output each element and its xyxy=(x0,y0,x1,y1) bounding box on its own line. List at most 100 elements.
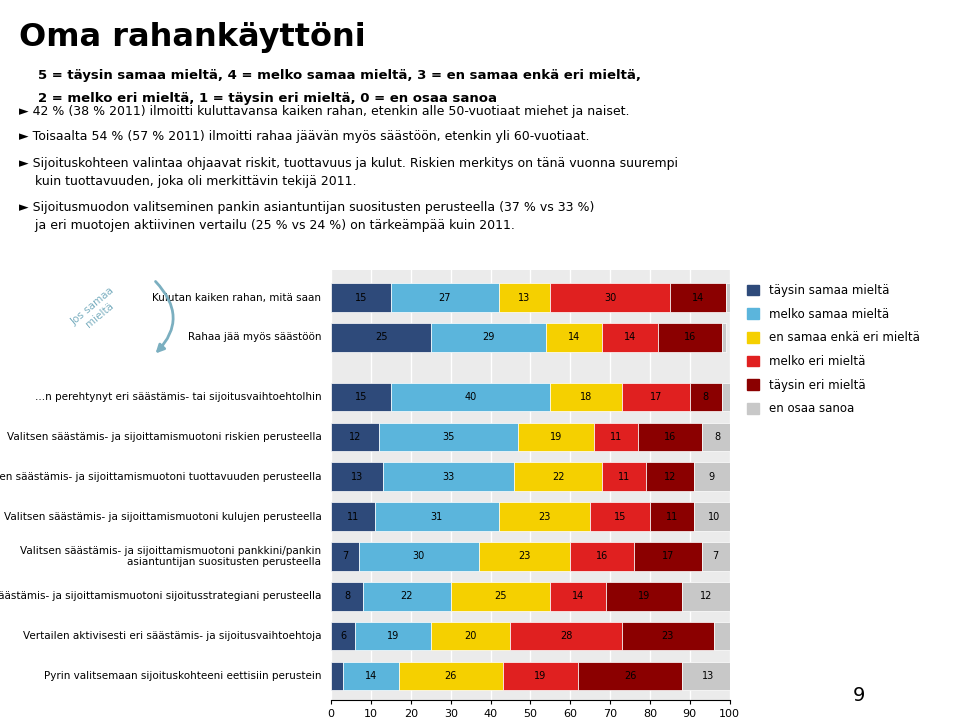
Text: Valitsen säästämis- ja sijoittamismuotoni kulujen perusteella: Valitsen säästämis- ja sijoittamismuoton… xyxy=(4,512,322,521)
Bar xyxy=(682,662,733,690)
Bar xyxy=(634,542,702,571)
Text: 28: 28 xyxy=(560,631,572,641)
Text: 14: 14 xyxy=(624,333,636,343)
Bar xyxy=(431,323,546,351)
Text: Valitsen säästämis- ja sijoittamismuotoni riskien perusteella: Valitsen säästämis- ja sijoittamismuoton… xyxy=(7,432,322,442)
Bar xyxy=(638,423,702,451)
Text: 19: 19 xyxy=(387,631,399,641)
Text: 8: 8 xyxy=(714,432,721,442)
Text: 11: 11 xyxy=(618,472,630,482)
Bar xyxy=(658,323,722,351)
Text: 31: 31 xyxy=(431,512,443,521)
Bar xyxy=(713,622,730,651)
Bar xyxy=(431,622,511,651)
Text: 15: 15 xyxy=(355,293,368,302)
Text: 13: 13 xyxy=(351,472,363,482)
Text: 19: 19 xyxy=(550,432,563,442)
Text: 40: 40 xyxy=(465,392,477,402)
Text: Valitsen säästämis- ja sijoittamismuotoni pankkini/pankin
asiantuntijan suositus: Valitsen säästämis- ja sijoittamismuoton… xyxy=(20,546,322,568)
Text: 26: 26 xyxy=(444,671,457,681)
Text: Oma rahankäyttöni: Oma rahankäyttöni xyxy=(19,22,366,53)
Text: 30: 30 xyxy=(604,293,616,302)
Text: 7: 7 xyxy=(712,552,719,562)
Bar xyxy=(622,382,689,411)
Text: 13: 13 xyxy=(702,671,714,681)
Text: Pyrin valitsemaan sijoituskohteeni eettisiin perustein: Pyrin valitsemaan sijoituskohteeni eetti… xyxy=(44,671,322,681)
Text: 16: 16 xyxy=(596,552,609,562)
Text: 14: 14 xyxy=(568,333,581,343)
Bar xyxy=(498,283,550,312)
Bar xyxy=(594,423,638,451)
Text: Vertailen aktivisesti eri säästämis- ja sijoitusvaihtoehtoja: Vertailen aktivisesti eri säästämis- ja … xyxy=(23,631,322,641)
Bar xyxy=(702,542,730,571)
Text: 11: 11 xyxy=(347,512,359,521)
Text: Kulutan kaiken rahan, mitä saan: Kulutan kaiken rahan, mitä saan xyxy=(153,293,322,302)
Bar xyxy=(399,662,502,690)
Bar xyxy=(670,283,726,312)
Text: 8: 8 xyxy=(344,591,350,602)
Text: ► Toisaalta 54 % (57 % 2011) ilmoitti rahaa jäävän myös säästöön, etenkin yli 60: ► Toisaalta 54 % (57 % 2011) ilmoitti ra… xyxy=(19,130,589,143)
Bar xyxy=(343,662,399,690)
Text: Jos samaa
mieltä: Jos samaa mieltä xyxy=(69,285,123,335)
Bar xyxy=(511,622,622,651)
Bar xyxy=(331,283,391,312)
Text: 14: 14 xyxy=(365,671,377,681)
Bar xyxy=(331,423,379,451)
Bar xyxy=(550,382,622,411)
Text: Valitsen säästämis- ja sijoittamismuotoni sijoitusstrategiani perusteella: Valitsen säästämis- ja sijoittamismuoton… xyxy=(0,591,322,602)
Bar xyxy=(682,582,730,611)
Text: 17: 17 xyxy=(661,552,674,562)
Text: 23: 23 xyxy=(539,512,550,521)
Text: ...n perehtynyt eri säästämis- tai sijoitusvaihtoehtolhin: ...n perehtynyt eri säästämis- tai sijoi… xyxy=(35,392,322,402)
Bar xyxy=(570,542,634,571)
Bar xyxy=(602,323,658,351)
Bar xyxy=(359,542,479,571)
Bar xyxy=(702,423,733,451)
Bar xyxy=(331,582,363,611)
Text: 15: 15 xyxy=(355,392,368,402)
Text: 2 = melko eri mieltä, 1 = täysin eri mieltä, 0 = en osaa sanoa: 2 = melko eri mieltä, 1 = täysin eri mie… xyxy=(38,92,497,105)
Bar xyxy=(622,622,713,651)
Text: 35: 35 xyxy=(443,432,455,442)
Bar xyxy=(546,323,602,351)
Bar xyxy=(331,542,359,571)
Text: 22: 22 xyxy=(552,472,564,482)
Bar xyxy=(331,662,343,690)
Bar xyxy=(331,463,383,491)
Bar xyxy=(722,323,726,351)
Bar xyxy=(391,382,550,411)
Text: 11: 11 xyxy=(610,432,622,442)
Bar xyxy=(602,463,646,491)
Text: 13: 13 xyxy=(518,293,531,302)
Text: 11: 11 xyxy=(665,512,678,521)
Text: 23: 23 xyxy=(661,631,674,641)
Bar xyxy=(550,283,670,312)
Bar xyxy=(590,502,650,531)
Text: 19: 19 xyxy=(534,671,546,681)
Text: Rahaa jää myös säästöön: Rahaa jää myös säästöön xyxy=(188,333,322,343)
Bar xyxy=(375,502,498,531)
Text: 29: 29 xyxy=(482,333,494,343)
Bar xyxy=(606,582,682,611)
Bar xyxy=(383,463,515,491)
Text: 14: 14 xyxy=(572,591,585,602)
Bar xyxy=(363,582,451,611)
Text: 33: 33 xyxy=(443,472,455,482)
Text: 22: 22 xyxy=(400,591,413,602)
Text: 26: 26 xyxy=(624,671,636,681)
Bar xyxy=(515,463,602,491)
Text: 10: 10 xyxy=(708,512,720,521)
Bar xyxy=(331,502,375,531)
Text: ► 42 % (38 % 2011) ilmoitti kuluttavansa kaiken rahan, etenkin alle 50-vuotiaat : ► 42 % (38 % 2011) ilmoitti kuluttavansa… xyxy=(19,105,630,118)
Bar xyxy=(331,622,355,651)
Text: 15: 15 xyxy=(613,512,626,521)
Text: 6: 6 xyxy=(340,631,347,641)
Bar xyxy=(722,382,733,411)
Text: ja eri muotojen aktiivinen vertailu (25 % vs 24 %) on tärkeämpää kuin 2011.: ja eri muotojen aktiivinen vertailu (25 … xyxy=(19,219,516,232)
Text: 14: 14 xyxy=(691,293,704,302)
Text: 25: 25 xyxy=(494,591,507,602)
Text: 30: 30 xyxy=(413,552,425,562)
Bar xyxy=(726,283,730,312)
Bar xyxy=(391,283,498,312)
Text: 12: 12 xyxy=(663,472,676,482)
